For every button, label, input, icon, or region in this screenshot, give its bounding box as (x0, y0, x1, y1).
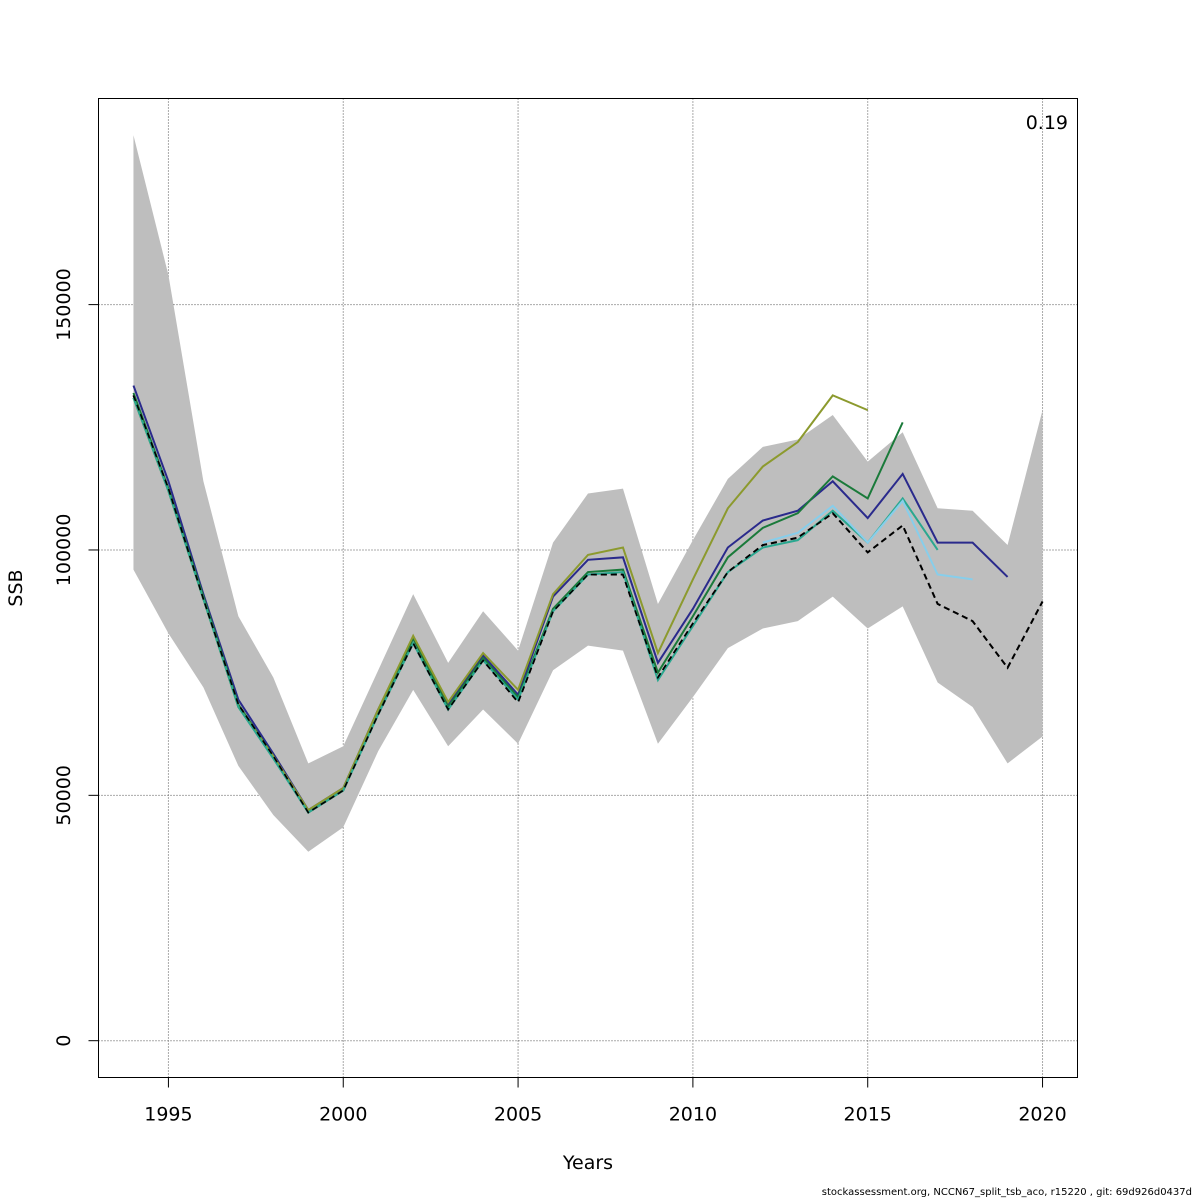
x-tick-label: 2005 (494, 1104, 542, 1126)
reference-series-line (132, 395, 1044, 814)
plot-frame (98, 98, 1078, 1078)
confidence-band-area (133, 135, 1043, 852)
y-tick-label: 50000 (53, 765, 75, 825)
confidence-band (133, 135, 1043, 852)
x-tick-label: 2000 (319, 1104, 367, 1126)
x-axis-title: Years (562, 1152, 613, 1174)
series-line (132, 397, 939, 814)
series-line (132, 385, 1009, 812)
y-tick-label: 100000 (53, 514, 75, 587)
x-tick-label: 2020 (1018, 1104, 1066, 1126)
series-lines (132, 385, 1044, 814)
x-axis: 1995 2000 2005 2010 2015 2020 (144, 1077, 1067, 1126)
x-tick-label: 1995 (144, 1104, 192, 1126)
footer-credit: stockassessment.org, NCCN67_split_tsb_ac… (821, 1187, 1192, 1198)
corner-annotation: 0.19 (1026, 112, 1068, 134)
y-tick-label: 0 (53, 1035, 75, 1047)
x-tick-label: 2015 (844, 1104, 892, 1126)
series-line (762, 499, 973, 581)
y-axis-title: SSB (5, 569, 27, 606)
y-tick-label: 150000 (53, 268, 75, 341)
y-axis: 0 50000 100000 150000 (53, 268, 99, 1047)
x-tick-label: 2010 (669, 1104, 717, 1126)
